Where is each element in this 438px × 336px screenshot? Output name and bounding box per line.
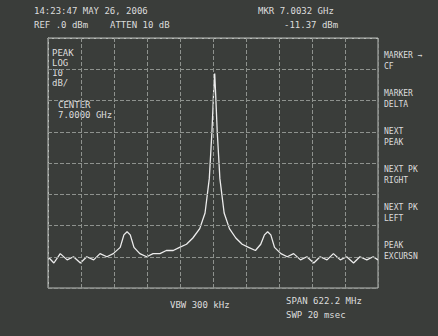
svg-text:14:23:47 MAY 26, 2006: 14:23:47 MAY 26, 2006 xyxy=(34,6,148,16)
svg-text:7.0000 GHz: 7.0000 GHz xyxy=(58,110,112,120)
svg-text:LEFT: LEFT xyxy=(384,214,403,223)
svg-text:10: 10 xyxy=(52,67,63,78)
svg-text:NEXT PK: NEXT PK xyxy=(384,165,418,174)
svg-text:MARKER: MARKER xyxy=(384,89,413,98)
svg-text:ATTEN 10 dB: ATTEN 10 dB xyxy=(110,20,170,30)
svg-text:CENTER: CENTER xyxy=(58,99,91,110)
svg-text:LOG: LOG xyxy=(52,58,68,68)
svg-text:PEAK: PEAK xyxy=(384,241,403,250)
svg-text:PEAK: PEAK xyxy=(384,138,403,147)
svg-text:CF: CF xyxy=(384,62,394,71)
svg-text:MARKER →: MARKER → xyxy=(384,51,423,60)
svg-text:SWP 20 msec: SWP 20 msec xyxy=(286,310,346,320)
svg-text:SPAN 622.2 MHz: SPAN 622.2 MHz xyxy=(286,296,362,306)
svg-text:DELTA: DELTA xyxy=(384,100,408,109)
svg-text:-11.37 dBm: -11.37 dBm xyxy=(284,20,338,30)
svg-text:PEAK: PEAK xyxy=(52,48,74,58)
svg-text:NEXT: NEXT xyxy=(384,127,403,136)
svg-text:RIGHT: RIGHT xyxy=(384,176,408,185)
svg-text:EXCURSN: EXCURSN xyxy=(384,252,418,261)
svg-text:MKR 7.0032 GHz: MKR 7.0032 GHz xyxy=(258,6,334,16)
svg-text:REF .0 dBm: REF .0 dBm xyxy=(34,20,88,30)
svg-text:NEXT PK: NEXT PK xyxy=(384,203,418,212)
svg-text:VBW 300 kHz: VBW 300 kHz xyxy=(170,300,230,310)
svg-text:dB/: dB/ xyxy=(52,78,68,88)
